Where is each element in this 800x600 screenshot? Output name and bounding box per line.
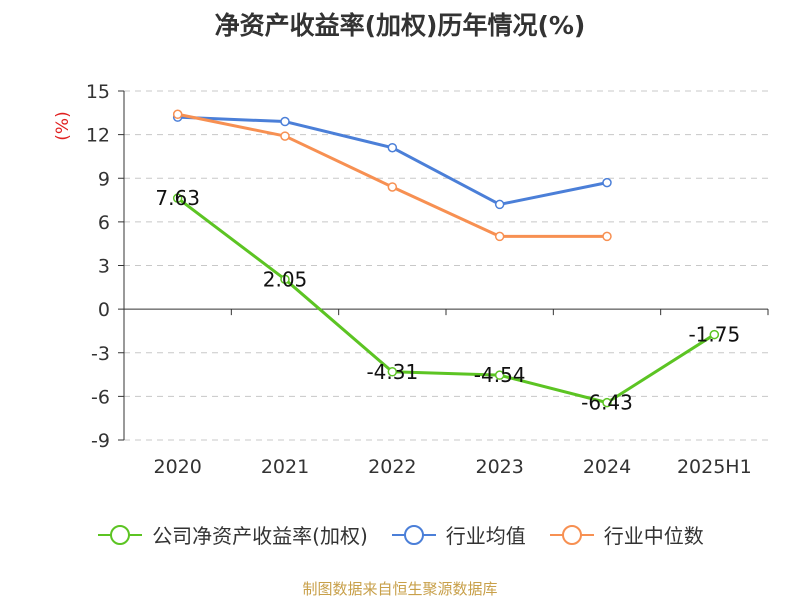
legend-item-industry-median[interactable]: 行业中位数 (548, 520, 704, 549)
y-tick-label: -3 (91, 343, 110, 365)
data-label: 2.05 (263, 267, 308, 291)
data-point-series-0 (387, 367, 398, 377)
x-tick-label: 2023 (475, 456, 523, 478)
legend-swatch-blue-icon (391, 524, 436, 545)
data-point-series-2 (280, 131, 290, 141)
x-tick-label: 2021 (261, 456, 309, 478)
grid-layer (124, 90, 768, 441)
x-tick-label: 2020 (153, 456, 201, 478)
x-tick-label: 2025H1 (677, 456, 752, 478)
legend: 公司净资产收益率(加权) 行业均值 行业中位数 (0, 520, 800, 549)
y-tick-label: 0 (98, 299, 110, 321)
y-tick-label: 12 (86, 125, 110, 147)
data-point-series-1 (602, 177, 612, 188)
data-point-series-2 (494, 231, 505, 242)
legend-swatch-green-icon (98, 524, 143, 545)
y-tick-label: 9 (98, 168, 110, 190)
chart-title: 净资产收益率(加权)历年情况(%) (214, 11, 586, 40)
series-line-2 (177, 112, 607, 238)
data-label: -6.43 (581, 391, 633, 415)
y-tick-label: 6 (98, 212, 110, 234)
legend-item-company-roe[interactable]: 公司净资产收益率(加权) (96, 520, 368, 549)
data-point-series-0 (494, 370, 505, 380)
legend-item-industry-average[interactable]: 行业均值 (390, 520, 526, 549)
label-layer: (%) 7.63 2.05 -4.31 -4.54 -6.43 -1.75 (53, 111, 740, 414)
series-line-0 (176, 196, 716, 405)
data-point-series-2 (602, 231, 612, 242)
data-label: -1.75 (688, 323, 740, 347)
y-tick-label: -9 (91, 430, 110, 452)
legend-label-company-roe: 公司净资产收益率(加权) (152, 524, 368, 548)
x-tick-label: 2024 (583, 456, 631, 478)
data-point-series-2 (172, 109, 183, 120)
data-point-series-0 (709, 329, 720, 340)
data-point-series-2 (387, 182, 398, 192)
y-axis-label: (%) (53, 111, 73, 140)
data-label: -4.31 (366, 360, 418, 384)
data-point-series-1 (280, 116, 290, 127)
data-point-series-1 (387, 142, 398, 153)
series-layer (172, 109, 720, 408)
data-label: 7.63 (155, 186, 200, 210)
data-point-series-0 (280, 274, 290, 285)
legend-label-industry-average: 行业均值 (445, 524, 526, 548)
data-point-series-0 (602, 397, 612, 408)
y-tick-label: 15 (86, 81, 110, 103)
y-tick-label: 3 (98, 256, 110, 278)
axis-layer: 15 12 9 6 3 0 -3 -6 -9 2020 2021 2022 2023 2024 2025H1 (86, 81, 769, 478)
data-label: -4.54 (474, 363, 526, 387)
data-point-series-1 (494, 199, 505, 210)
legend-label-industry-median: 行业中位数 (603, 524, 704, 548)
x-tick-label: 2022 (368, 456, 416, 478)
y-tick-label: -6 (91, 386, 110, 408)
data-point-series-0 (172, 193, 183, 203)
source-note: 制图数据来自恒生聚源数据库 (302, 580, 498, 598)
legend-swatch-orange-icon (549, 524, 594, 545)
